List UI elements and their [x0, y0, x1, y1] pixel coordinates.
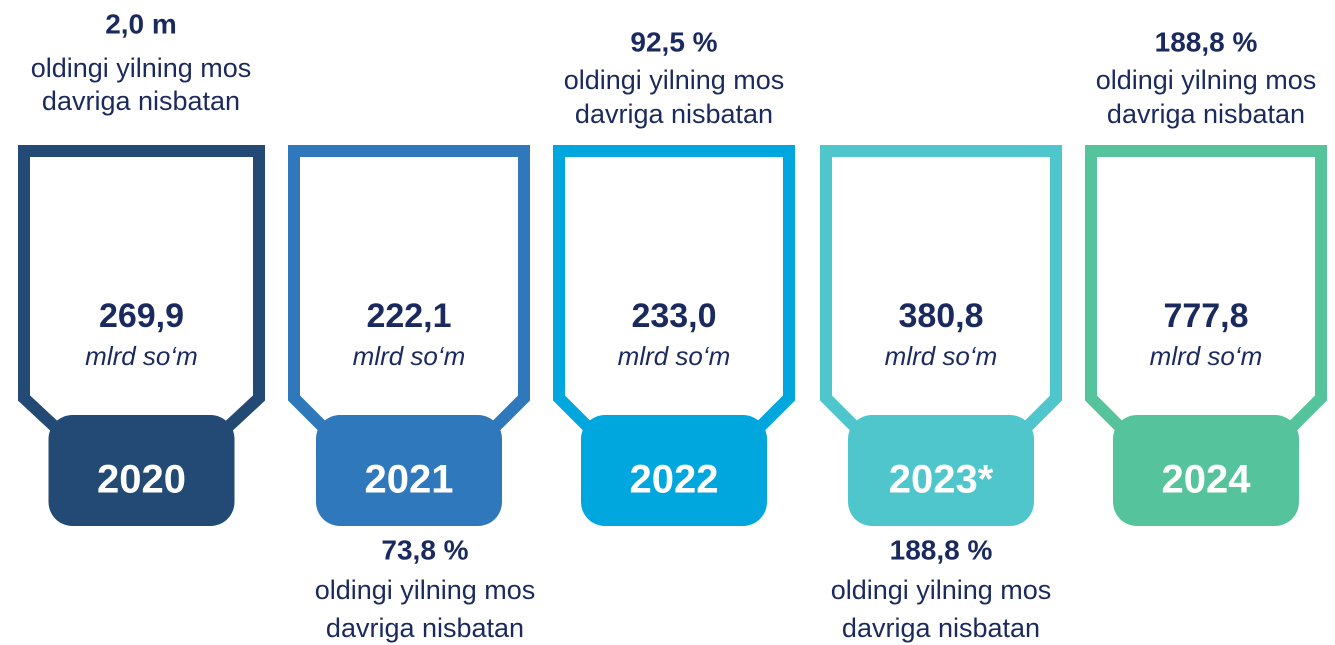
change-value: 188,8 % — [1155, 26, 1258, 57]
year: 2022 — [630, 458, 719, 502]
frame — [1085, 145, 1327, 437]
year: 2021 — [365, 458, 454, 502]
frame — [18, 145, 265, 437]
frame — [820, 145, 1062, 437]
unit: mlrd so‘m — [618, 341, 731, 371]
change-note: davriga nisbatan — [575, 99, 773, 129]
value: 222,1 — [366, 297, 451, 335]
year-badge — [316, 415, 502, 526]
value: 380,8 — [898, 297, 983, 335]
unit: mlrd so‘m — [1150, 341, 1263, 371]
change-note: davriga nisbatan — [1107, 99, 1305, 129]
unit: mlrd so‘m — [885, 341, 998, 371]
year: 2024 — [1162, 458, 1252, 502]
change-note: davriga nisbatan — [42, 86, 240, 116]
change-value: 92,5 % — [630, 26, 717, 57]
value: 233,0 — [631, 297, 716, 335]
change-value: 188,8 % — [890, 534, 993, 565]
change-note: davriga nisbatan — [326, 613, 524, 643]
change-note: oldingi yilning mos — [831, 575, 1052, 605]
year-badge — [1113, 415, 1299, 526]
change-note: davriga nisbatan — [842, 613, 1040, 643]
year-badge — [848, 415, 1034, 526]
year-badge — [48, 415, 235, 526]
year: 2020 — [97, 458, 186, 502]
year-badge — [581, 415, 767, 526]
unit: mlrd so‘m — [85, 341, 198, 371]
change-value: 2,0 m — [105, 8, 177, 39]
frame — [553, 145, 795, 437]
frame — [288, 145, 530, 437]
change-note: oldingi yilning mos — [1096, 65, 1317, 95]
change-value: 73,8 % — [381, 534, 468, 565]
change-note: oldingi yilning mos — [564, 65, 785, 95]
unit: mlrd so‘m — [353, 341, 466, 371]
change-note: oldingi yilning mos — [315, 575, 536, 605]
change-note: oldingi yilning mos — [31, 53, 252, 83]
value: 777,8 — [1163, 297, 1248, 335]
value: 269,9 — [99, 297, 184, 335]
year: 2023* — [889, 458, 994, 502]
